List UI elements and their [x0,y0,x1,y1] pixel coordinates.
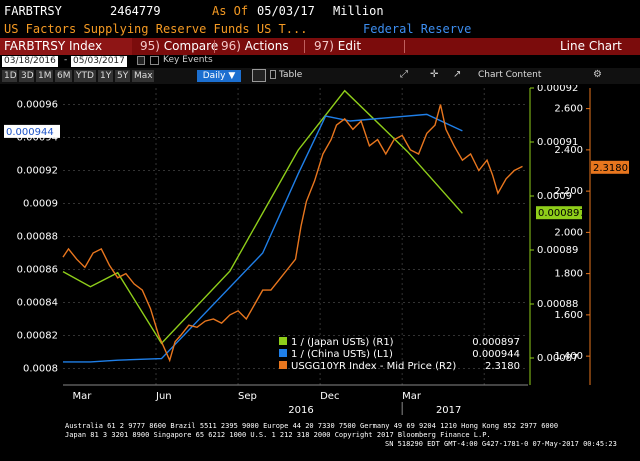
edit-button[interactable]: 97) Edit [314,38,361,55]
ticker: FARBTRSY [4,4,62,18]
right2-last-value-tag: 2.3180 [593,163,628,174]
as-of-label: As Of [212,4,249,18]
expand-icon[interactable]: ⤢ [400,69,408,80]
header-description: US Factors Supplying Reserve Funds US T.… [0,21,640,37]
function-toolbar: FARBTRSY Index 95) Compare 96) Actions 9… [0,38,640,55]
index-label[interactable]: FARBTRSY Index [0,38,132,55]
compare-label: Compare [163,39,219,53]
period-1m[interactable]: 1M [36,70,53,82]
legend-label: 1 / (China USTs) (L1) [291,349,393,360]
as-of-date: 05/03/17 [257,4,315,18]
last-value: 2464779 [110,4,161,18]
right1-tick-label: 0.00087 [537,353,578,364]
left-tick-label: 0.00094 [17,133,58,144]
key-events-checkbox[interactable] [150,56,159,65]
chart-type-button[interactable]: Line Chart [560,39,622,53]
right1-tick-label: 0.00092 [537,85,578,94]
right2-tick-label: 2.600 [554,104,583,115]
x-tick-label: Jun [155,391,172,402]
key-events-label: Key Events [163,55,213,65]
period-max[interactable]: Max [132,70,154,82]
legend-label: 1 / (Japan USTs) (R1) [291,337,394,348]
right2-tick-label: 1.800 [554,269,583,280]
edit-label: Edit [337,39,362,53]
right2-tick-label: 2.200 [554,186,583,197]
x-tick-label: Sep [238,391,257,402]
compare-button[interactable]: 95) Compare [140,38,218,55]
right1-tick-label: 0.00088 [537,299,578,310]
period-1y[interactable]: 1Y [98,70,113,82]
right1-tick-label: 0.00091 [537,137,578,148]
crosshair-icon[interactable]: ✛ [430,69,439,80]
period-6m[interactable]: 6M [55,70,72,82]
table-label[interactable]: Table [279,70,303,80]
period-controls: 1D 3D 1M 6M YTD 1Y 5Y Max Daily ▼ Table … [0,68,640,84]
right1-last-value-tag-bg [536,206,582,220]
right1-tick-label: 0.0009 [537,191,572,202]
table-icon[interactable] [270,70,276,79]
legend-swatch [279,337,287,345]
calendar-icon[interactable] [137,56,145,65]
edit-num: 97) [314,39,334,53]
right2-last-value-tag-bg [591,160,629,174]
chart-area: 0.0008 0.00082 0.00084 0.00086 0.00088 0.0009… [4,85,629,416]
right2-tick-label: 2.400 [554,145,583,156]
gear-icon[interactable]: ⚙ [593,69,602,80]
year-label: 2017 [436,405,461,416]
unit-label: Million [333,4,384,18]
japan-series-line [62,89,463,345]
left-tick-label: 0.00084 [17,298,58,309]
right1-last-value-tag: 0.000897 [538,208,586,219]
legend-value: 2.3180 [485,361,520,372]
actions-label: Actions [244,39,289,53]
description: US Factors Supplying Reserve Funds US T.… [4,22,308,36]
legend-swatch [279,349,287,357]
header-top: FARBTRSY 2464779 As Of 05/03/17 Million [0,0,640,21]
line-chart-icon[interactable] [252,69,266,82]
legend-value: 0.000897 [472,337,520,348]
start-date-input[interactable]: 03/18/2016 [2,56,58,67]
left-tick-label: 0.00086 [17,265,58,276]
compare-num: 95) [140,39,160,53]
frequency-label: Daily [202,71,226,81]
right2-tick-label: 1.400 [554,351,583,362]
left-tick-label: 0.00088 [17,232,58,243]
footer-line-2: Japan 81 3 3201 8900 Singapore 65 6212 1… [65,431,491,439]
year-label: 2016 [288,405,313,416]
left-tick-label: 0.0009 [23,199,58,210]
left-tick-label: 0.00082 [17,331,58,342]
source: Federal Reserve [363,22,472,36]
annotate-icon[interactable]: ↗ [453,69,462,80]
legend-swatch [279,361,287,369]
x-tick-label: Dec [320,391,339,402]
chart-content-label[interactable]: Chart Content [478,70,542,80]
left-tick-label: 0.00092 [17,166,58,177]
footer-line-3: SN 518290 EDT GMT-4:00 G427-1781-0 07-Ma… [385,440,617,448]
usgg-series-line [62,104,523,363]
legend-value: 0.000944 [472,349,520,360]
legend-label: USGG10YR Index - Mid Price (R2) [291,361,456,372]
right2-tick-label: 1.600 [554,310,583,321]
period-5y[interactable]: 5Y [115,70,130,82]
period-ytd[interactable]: YTD [74,70,96,82]
actions-button[interactable]: 96) Actions [221,38,289,55]
x-tick-label: Mar [72,391,92,402]
frequency-select[interactable]: Daily ▼ [197,70,241,82]
left-tick-label: 0.0008 [23,364,58,375]
actions-num: 96) [221,39,241,53]
right1-tick-label: 0.00089 [537,245,578,256]
footer-line-1: Australia 61 2 9777 8600 Brazil 5511 239… [65,422,559,430]
left-last-value-tag-bg [4,124,60,138]
end-date-input[interactable]: 05/03/2017 [71,56,127,67]
china-series-line [63,113,463,363]
left-tick-label: 0.00096 [17,100,58,111]
period-1d[interactable]: 1D [2,70,17,82]
date-range: 03/18/2016 - 05/03/2017 Key Events [2,55,213,67]
period-3d[interactable]: 3D [19,70,34,82]
right2-tick-label: 2.000 [554,227,583,238]
x-tick-label: Mar [402,391,422,402]
left-last-value-tag: 0.000944 [6,127,54,138]
